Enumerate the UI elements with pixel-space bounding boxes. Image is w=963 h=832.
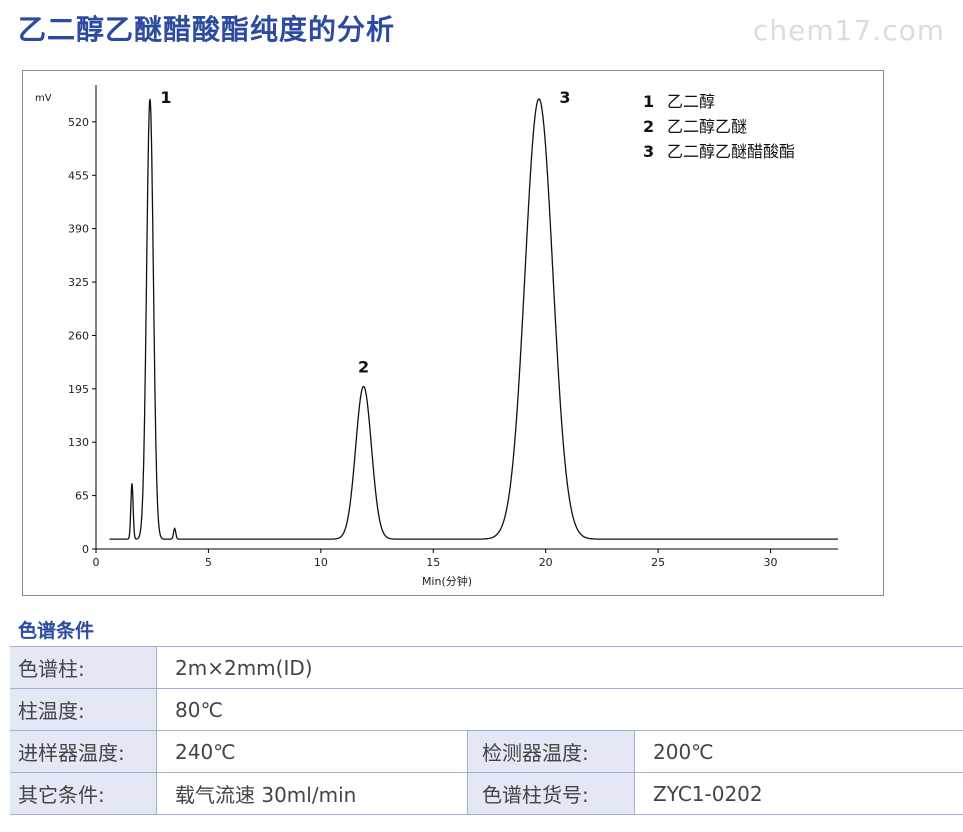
- x-tick-label: 10: [314, 556, 328, 569]
- y-tick-label: 390: [68, 223, 89, 236]
- table-row: 进样器温度: 240℃ 检测器温度: 200℃: [10, 730, 963, 773]
- y-tick-label: 325: [68, 276, 89, 289]
- y-tick-label: 455: [68, 169, 89, 182]
- x-tick-label: 25: [651, 556, 665, 569]
- legend-number: 3: [643, 142, 654, 161]
- y-tick-label: 130: [68, 436, 89, 449]
- condition-label: 检测器温度:: [467, 730, 635, 773]
- chromatogram-chart: 0 65 130 195 260 325 390 455 520 0 5 10 15 20 25 30 mV Mi…: [35, 85, 838, 588]
- conditions-table: 色谱柱: 2m×2mm(ID) 柱温度: 80℃ 进样器温度: 240℃ 检测器…: [10, 646, 963, 815]
- y-tick-label: 65: [75, 490, 89, 503]
- condition-value: 80℃: [156, 688, 963, 731]
- condition-value: 载气流速 30ml/min: [156, 772, 468, 815]
- table-row: 其它条件: 载气流速 30ml/min 色谱柱货号: ZYC1-0202: [10, 772, 963, 815]
- condition-label: 色谱柱:: [10, 646, 157, 689]
- legend-number: 2: [643, 117, 654, 136]
- x-tick-label: 20: [539, 556, 553, 569]
- condition-label: 柱温度:: [10, 688, 157, 731]
- x-axis-label: Min(分钟): [422, 574, 472, 588]
- condition-value: 2m×2mm(ID): [156, 646, 963, 689]
- legend-number: 1: [643, 92, 654, 111]
- peak-label: 1: [160, 88, 171, 107]
- legend-entry: 乙二醇乙醚醋酸酯: [667, 142, 795, 161]
- legend-entry: 乙二醇乙醚: [667, 117, 747, 136]
- legend-entry: 乙二醇: [667, 92, 715, 111]
- watermark: chem17.com: [753, 14, 945, 47]
- condition-value: ZYC1-0202: [634, 772, 963, 815]
- table-row: 色谱柱: 2m×2mm(ID): [10, 646, 963, 689]
- y-tick-label: 195: [68, 383, 89, 396]
- x-tick-label: 5: [205, 556, 212, 569]
- y-tick-label: 0: [82, 543, 89, 556]
- y-tick-label: 260: [68, 329, 89, 342]
- table-row: 柱温度: 80℃: [10, 688, 963, 731]
- chromatogram-frame: 0 65 130 195 260 325 390 455 520 0 5 10 15 20 25 30 mV Mi…: [22, 70, 884, 596]
- condition-label: 其它条件:: [10, 772, 157, 815]
- condition-value: 240℃: [156, 730, 468, 773]
- x-tick-label: 0: [93, 556, 100, 569]
- condition-value: 200℃: [634, 730, 963, 773]
- page-title: 乙二醇乙醚醋酸酯纯度的分析: [18, 13, 396, 46]
- y-axis-label: mV: [35, 93, 52, 104]
- x-tick-label: 15: [426, 556, 440, 569]
- condition-label: 色谱柱货号:: [467, 772, 635, 815]
- y-tick-label: 520: [68, 116, 89, 129]
- peak-label: 2: [358, 357, 369, 376]
- x-tick-label: 30: [764, 556, 778, 569]
- condition-label: 进样器温度:: [10, 730, 157, 773]
- peak-label: 3: [559, 88, 570, 107]
- chromatogram-line: [109, 98, 838, 540]
- conditions-title: 色谱条件: [18, 620, 95, 642]
